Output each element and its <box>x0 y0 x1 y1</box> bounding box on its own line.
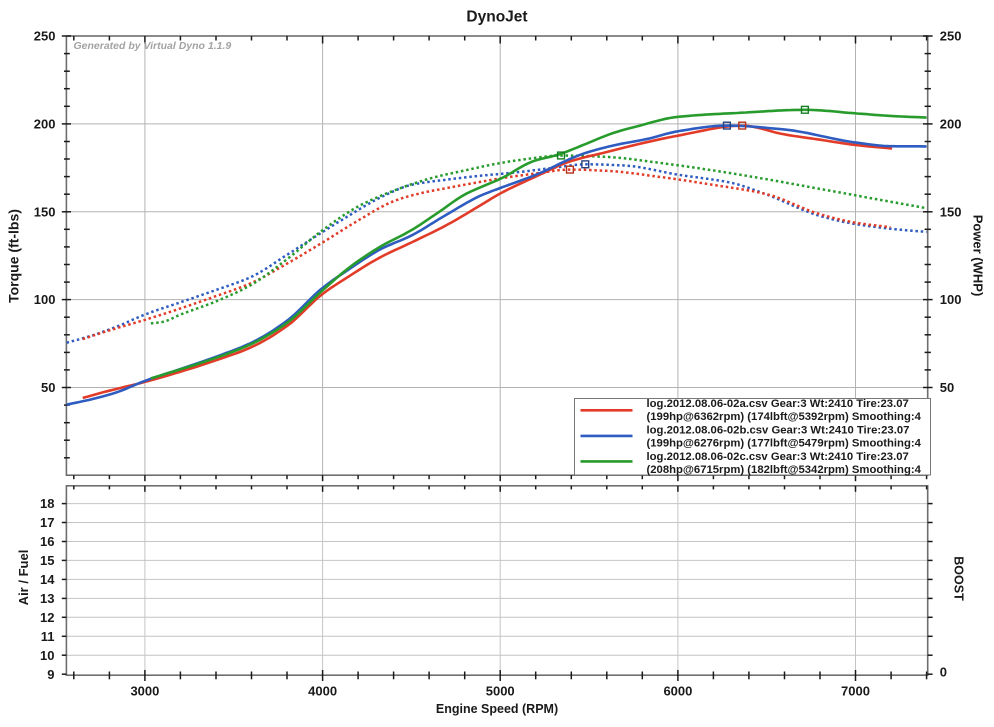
svg-text:Torque (ft-lbs): Torque (ft-lbs) <box>6 209 22 303</box>
svg-text:250: 250 <box>940 29 962 44</box>
svg-text:3000: 3000 <box>130 684 159 699</box>
svg-text:log.2012.08.06-02c.csv Gear:3: log.2012.08.06-02c.csv Gear:3 Wt:2410 Ti… <box>647 451 909 463</box>
svg-text:12: 12 <box>40 610 54 625</box>
svg-text:10: 10 <box>40 648 54 663</box>
svg-text:Generated by Virtual Dyno 1.1.: Generated by Virtual Dyno 1.1.9 <box>74 40 232 52</box>
svg-text:15: 15 <box>40 553 54 568</box>
svg-text:250: 250 <box>34 29 56 44</box>
svg-text:11: 11 <box>41 629 55 644</box>
svg-text:14: 14 <box>40 572 55 587</box>
svg-text:13: 13 <box>40 591 54 606</box>
svg-text:BOOST: BOOST <box>951 556 965 601</box>
svg-text:Power (WHP): Power (WHP) <box>971 215 986 297</box>
svg-text:50: 50 <box>41 380 55 395</box>
svg-text:100: 100 <box>34 292 56 307</box>
svg-text:150: 150 <box>34 204 56 219</box>
svg-text:0: 0 <box>940 665 947 680</box>
svg-text:7000: 7000 <box>841 684 870 699</box>
svg-text:(199hp@6276rpm) (177lbft@5479r: (199hp@6276rpm) (177lbft@5479rpm) Smooth… <box>647 438 922 450</box>
svg-text:log.2012.08.06-02a.csv Gear:3: log.2012.08.06-02a.csv Gear:3 Wt:2410 Ti… <box>647 398 909 410</box>
svg-text:18: 18 <box>40 496 54 511</box>
svg-text:Engine Speed (RPM): Engine Speed (RPM) <box>436 702 558 716</box>
svg-text:100: 100 <box>940 292 962 307</box>
svg-text:log.2012.08.06-02b.csv Gear:3: log.2012.08.06-02b.csv Gear:3 Wt:2410 Ti… <box>647 424 910 436</box>
svg-text:9: 9 <box>47 667 54 682</box>
svg-text:5000: 5000 <box>486 684 515 699</box>
svg-text:(208hp@6715rpm) (182lbft@5342r: (208hp@6715rpm) (182lbft@5342rpm) Smooth… <box>647 464 922 476</box>
svg-text:DynoJet: DynoJet <box>466 9 527 26</box>
svg-text:200: 200 <box>940 117 962 132</box>
svg-text:4000: 4000 <box>308 684 337 699</box>
svg-text:50: 50 <box>940 380 954 395</box>
svg-text:200: 200 <box>34 117 56 132</box>
svg-text:(199hp@6362rpm) (174lbft@5392r: (199hp@6362rpm) (174lbft@5392rpm) Smooth… <box>647 411 922 423</box>
svg-text:17: 17 <box>40 515 54 530</box>
svg-text:6000: 6000 <box>663 684 692 699</box>
svg-text:150: 150 <box>940 204 962 219</box>
svg-text:Air / Fuel: Air / Fuel <box>16 550 31 606</box>
svg-text:16: 16 <box>40 534 54 549</box>
